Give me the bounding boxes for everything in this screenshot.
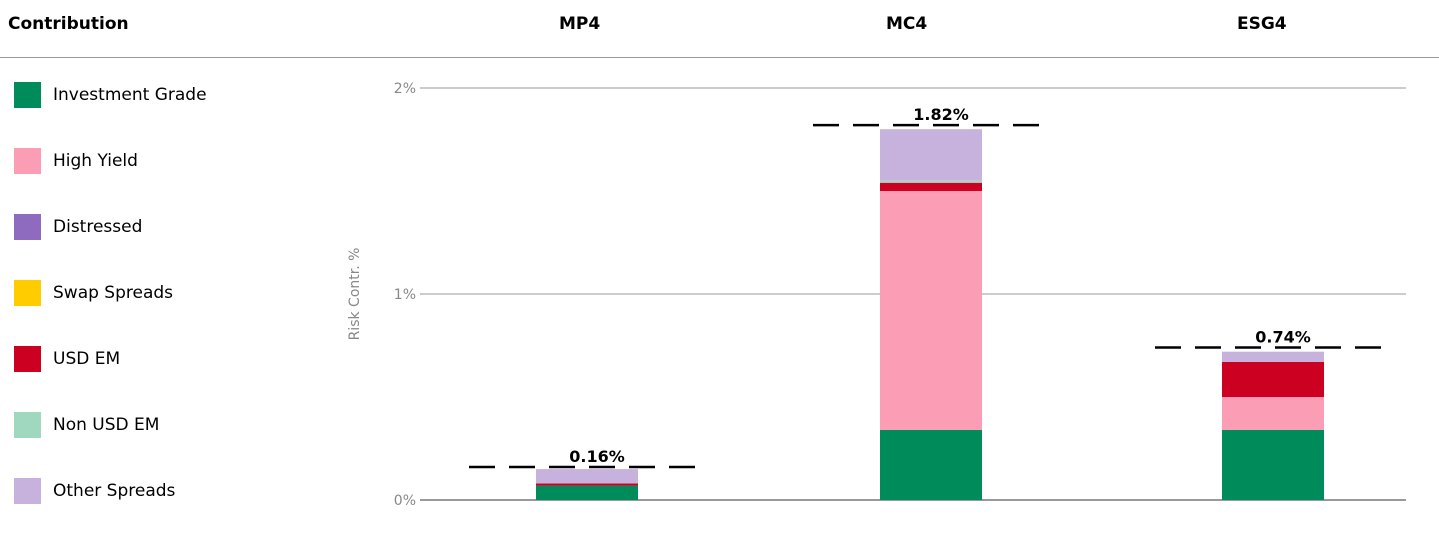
total-label: 0.16% xyxy=(569,447,625,466)
legend-label: Investment Grade xyxy=(53,85,207,105)
y-tick-label: 2% xyxy=(394,81,416,97)
column-header-esg4: ESG4 xyxy=(1237,14,1287,34)
bar-segment xyxy=(1222,361,1324,397)
bar-segment xyxy=(880,191,982,430)
legend-item-other-spreads: Other Spreads xyxy=(14,478,207,504)
legend-swatch xyxy=(14,214,41,240)
bar-segment xyxy=(536,485,638,500)
bar-segment xyxy=(1222,429,1324,500)
bar-segment xyxy=(880,182,982,191)
legend-label: High Yield xyxy=(53,151,138,171)
legend-item-swap-spreads: Swap Spreads xyxy=(14,280,207,306)
legend-label: Distressed xyxy=(53,217,143,237)
bar-segment xyxy=(880,429,982,500)
legend-label: Other Spreads xyxy=(53,481,176,501)
legend-item-usd-em: USD EM xyxy=(14,346,207,372)
legend-swatch xyxy=(14,478,41,504)
bar-segment xyxy=(880,129,982,181)
legend-swatch xyxy=(14,346,41,372)
column-header-mp4: MP4 xyxy=(559,14,601,34)
legend-item-distressed: Distressed xyxy=(14,214,207,240)
legend-swatch xyxy=(14,148,41,174)
table-header: Contribution MP4 MC4 ESG4 xyxy=(0,0,1439,58)
stacked-bar-chart: 0% 1% 2% Risk Contr. % 0.16% 1.82% 0.74% xyxy=(347,81,1406,509)
y-tick-label: 0% xyxy=(394,493,416,509)
legend-label: USD EM xyxy=(53,349,121,369)
total-label: 1.82% xyxy=(913,105,969,124)
legend-swatch xyxy=(14,412,41,438)
legend-item-investment-grade: Investment Grade xyxy=(14,82,207,108)
legend-item-high-yield: High Yield xyxy=(14,148,207,174)
contribution-header: Contribution xyxy=(8,14,129,34)
bar-segment xyxy=(536,483,638,486)
legend-item-non-usd-em: Non USD EM xyxy=(14,412,207,438)
total-label: 0.74% xyxy=(1255,328,1311,347)
bar-segment xyxy=(880,180,982,183)
y-axis-label: Risk Contr. % xyxy=(347,248,363,341)
column-header-mc4: MC4 xyxy=(886,14,928,34)
legend-label: Swap Spreads xyxy=(53,283,174,303)
bar-segment xyxy=(1222,351,1324,362)
legend-swatch xyxy=(14,82,41,108)
legend-swatch xyxy=(14,280,41,306)
header-divider xyxy=(0,57,1439,58)
legend: Investment Grade High Yield Distressed S… xyxy=(14,82,207,544)
bar-segment xyxy=(1222,397,1324,430)
legend-label: Non USD EM xyxy=(53,415,160,435)
y-tick-label: 1% xyxy=(394,287,416,303)
bar-segment xyxy=(536,469,638,484)
